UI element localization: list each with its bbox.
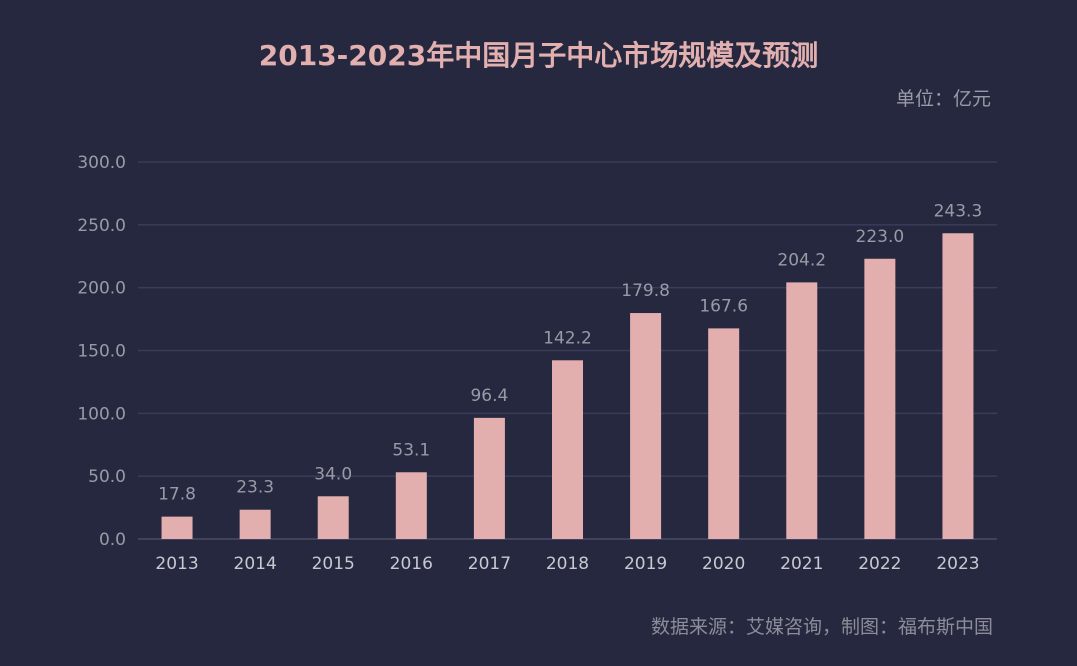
bar	[161, 516, 193, 539]
bar	[473, 417, 505, 539]
x-tick-label: 2019	[624, 554, 667, 574]
data-label: 204.2	[777, 250, 826, 270]
bar	[630, 313, 662, 539]
bar	[395, 472, 427, 539]
data-label: 142.2	[543, 328, 592, 348]
source-note: 数据来源：艾媒咨询，制图：福布斯中国	[650, 616, 993, 638]
data-label: 243.3	[934, 201, 983, 221]
y-tick-label: 150.0	[77, 342, 126, 362]
x-tick-label: 2020	[702, 554, 745, 574]
data-label: 34.0	[314, 464, 352, 484]
bar	[708, 328, 740, 539]
data-label: 96.4	[470, 386, 508, 406]
bar	[239, 509, 271, 539]
x-tick-label: 2016	[390, 554, 433, 574]
chart-title: 2013-2023年中国月子中心市场规模及预测	[258, 39, 819, 72]
bar	[786, 282, 818, 539]
y-tick-label: 200.0	[77, 279, 126, 299]
bar	[864, 258, 896, 539]
y-tick-label: 300.0	[77, 153, 126, 173]
x-tick-label: 2018	[546, 554, 589, 574]
bar	[317, 496, 349, 539]
x-tick-label: 2023	[936, 554, 979, 574]
x-tick-label: 2022	[858, 554, 901, 574]
y-tick-label: 100.0	[77, 404, 126, 424]
unit-label: 单位：亿元	[895, 88, 991, 110]
data-label: 23.3	[236, 478, 274, 498]
data-label: 223.0	[856, 227, 905, 247]
data-label: 167.6	[699, 296, 748, 316]
data-label: 179.8	[621, 281, 670, 301]
data-label: 53.1	[392, 440, 430, 460]
y-tick-label: 250.0	[77, 216, 126, 236]
data-label: 17.8	[158, 485, 196, 505]
x-tick-label: 2014	[234, 554, 277, 574]
x-tick-label: 2013	[155, 554, 198, 574]
bar	[942, 233, 974, 540]
y-tick-label: 0.0	[99, 530, 126, 550]
x-tick-label: 2021	[780, 554, 823, 574]
y-tick-label: 50.0	[88, 467, 126, 487]
x-tick-label: 2015	[312, 554, 355, 574]
x-tick-label: 2017	[468, 554, 511, 574]
bar	[552, 360, 583, 539]
